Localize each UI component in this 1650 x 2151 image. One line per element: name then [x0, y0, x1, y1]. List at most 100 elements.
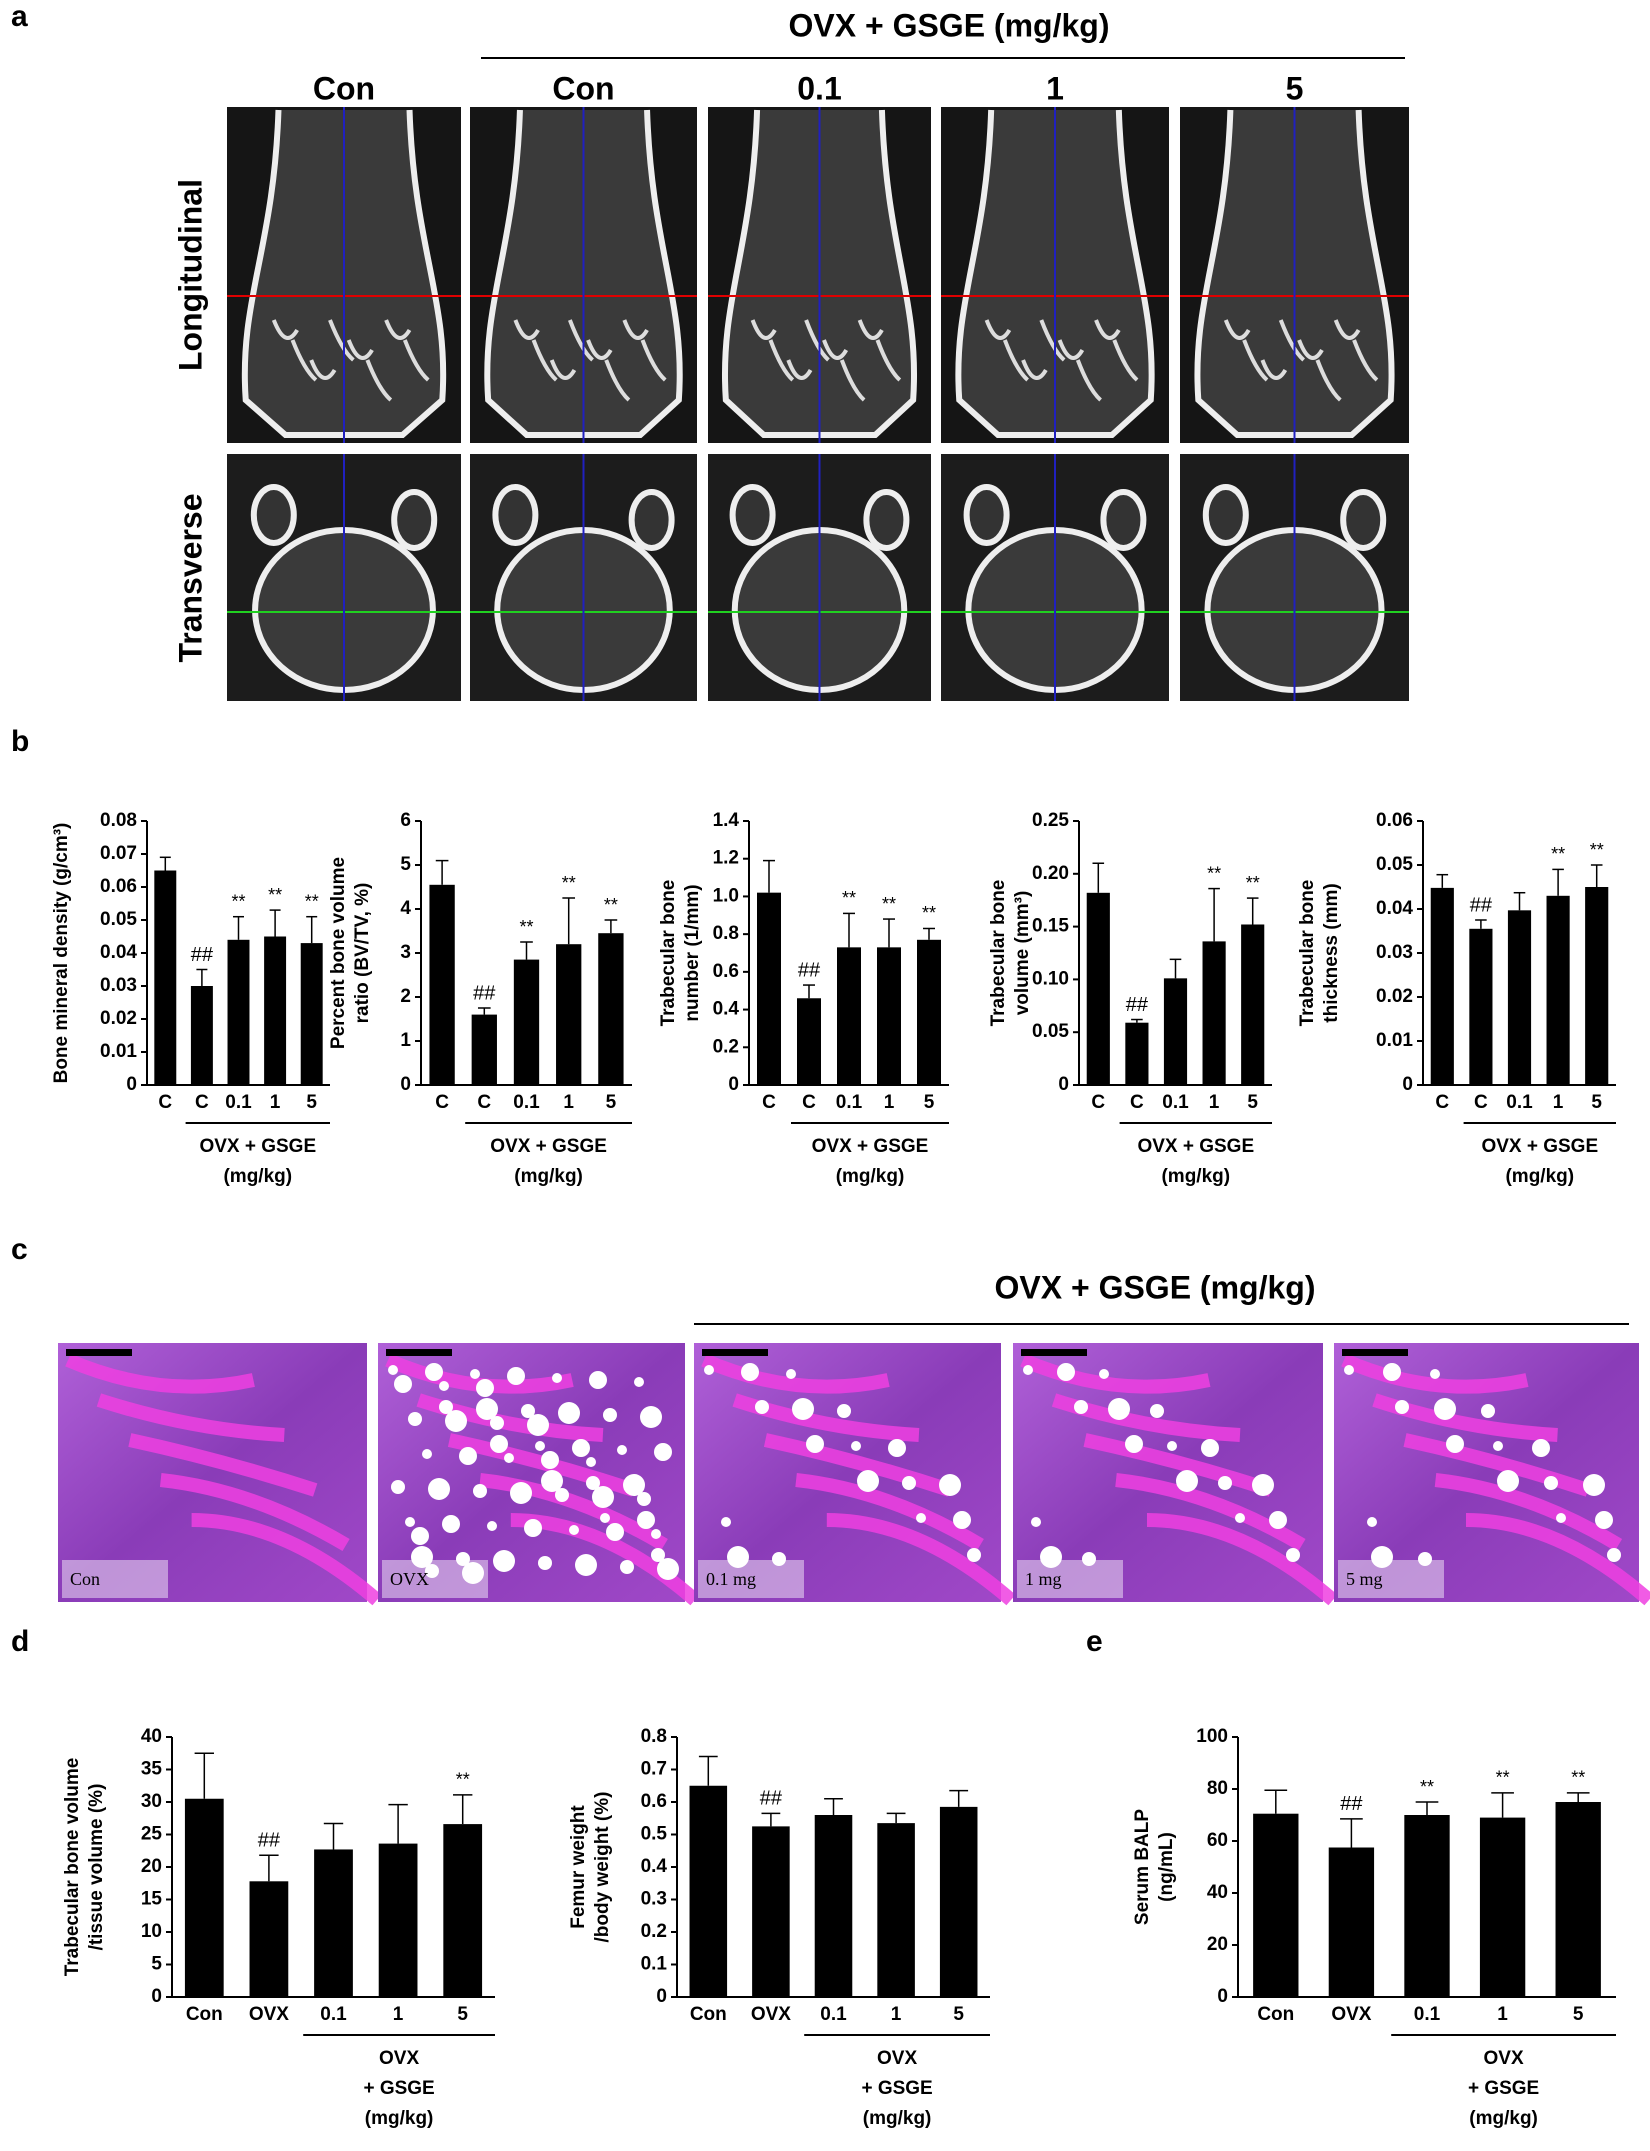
x-tick-label: 5 [1591, 1092, 1602, 1113]
adipocyte [1430, 1369, 1440, 1379]
adipocyte [620, 1560, 634, 1574]
y-tick-label: 5 [400, 854, 411, 875]
bar [1241, 924, 1265, 1085]
x-tick-label: 1 [270, 1092, 281, 1113]
column-label: Con [313, 70, 375, 106]
group-label: OVX [877, 2048, 917, 2069]
adipocyte [586, 1476, 600, 1490]
trabecula [96, 1393, 285, 1442]
bar-chart: 0 0.2 0.4 0.6 0.8 1.0 1.2 1.4 Trabecular bone num… [658, 810, 949, 1187]
adipocyte [1418, 1552, 1432, 1566]
trabecula [1002, 339, 1030, 382]
x-tick-label: 0.1 [1414, 2004, 1441, 2025]
adipocyte [792, 1398, 814, 1420]
trabecula [1333, 319, 1361, 340]
group-label: OVX [1484, 2048, 1524, 2069]
y-tick-label: 6 [400, 810, 411, 831]
y-tick-label: 0.03 [100, 975, 137, 996]
bar-chart: 0 0.01 0.02 0.03 0.04 0.05 0.06 Trabecular bone… [1297, 810, 1616, 1187]
trabecula [549, 359, 577, 380]
panel-header: OVX + GSGE (mg/kg) [995, 1269, 1316, 1305]
adipocyte [967, 1548, 981, 1562]
y-tick-label: 0.1 [641, 1954, 668, 1975]
patella-right [1100, 489, 1147, 551]
y-tick-label: 0.5 [641, 1824, 668, 1845]
adipocyte [617, 1445, 627, 1455]
bar [227, 939, 250, 1085]
adipocyte [603, 1408, 617, 1422]
y-tick-label: 40 [1207, 1882, 1228, 1903]
micro-ct-longitudinal [1180, 107, 1409, 443]
y-tick-label: 10 [141, 1921, 162, 1942]
trabecula [128, 1433, 318, 1497]
bar [1253, 1813, 1299, 1997]
x-tick-label: 5 [306, 1092, 317, 1113]
y-axis-label: /tissue volume (%) [86, 1784, 107, 1951]
y-tick-label: 0 [151, 1986, 162, 2007]
adipocyte [445, 1410, 467, 1432]
x-tick-label: 1 [1209, 1092, 1220, 1113]
adipocyte [521, 1404, 535, 1418]
y-axis-label: thickness (mm) [1321, 883, 1342, 1022]
y-axis-label: volume (mm³) [1012, 891, 1033, 1016]
y-axis-label: /body weight (%) [592, 1792, 613, 1943]
y-tick-label: 2 [400, 986, 411, 1007]
trabecula [402, 339, 430, 382]
adipocyte [1583, 1474, 1605, 1496]
y-tick-label: 100 [1196, 1726, 1228, 1747]
bar [314, 1849, 353, 1997]
y-axis-label: Bone mineral density (g/cm³) [51, 823, 72, 1084]
significance-mark: ## [760, 1788, 783, 1810]
trabecula [1341, 1353, 1529, 1394]
significance-mark: ## [798, 959, 821, 981]
x-tick-label: 0.1 [513, 1092, 540, 1113]
adipocyte [600, 1513, 610, 1523]
trabecula [346, 339, 374, 360]
adipocyte [888, 1439, 906, 1457]
group-label: + GSGE [1468, 2078, 1539, 2099]
trabecula [786, 359, 813, 380]
trabecula [384, 319, 412, 340]
trabecula [1352, 339, 1379, 382]
significance-mark: ** [1420, 1777, 1434, 1797]
adipocyte [1371, 1546, 1393, 1568]
significance-mark: ** [1246, 873, 1260, 893]
y-tick-label: 3 [400, 942, 411, 963]
y-tick-label: 0.25 [1032, 810, 1069, 831]
x-tick-label: 5 [924, 1092, 935, 1113]
adipocyte [473, 1484, 487, 1498]
bar [249, 1881, 289, 1997]
y-tick-label: 25 [141, 1824, 163, 1845]
adipocyte [651, 1548, 665, 1562]
y-tick-label: 35 [141, 1759, 163, 1780]
adipocyte [1201, 1439, 1219, 1457]
y-tick-label: 60 [1207, 1830, 1228, 1851]
adipocyte [1125, 1435, 1143, 1453]
adipocyte [786, 1369, 796, 1379]
adipocyte [623, 1474, 645, 1496]
adipocyte [541, 1470, 563, 1492]
adipocyte [1074, 1400, 1088, 1414]
adipocyte [606, 1523, 624, 1541]
x-tick-label: C [1435, 1092, 1449, 1113]
x-tick-label: 1 [884, 1092, 895, 1113]
adipocyte [953, 1511, 971, 1529]
patella-right [391, 489, 438, 551]
x-tick-label: 0.1 [225, 1092, 252, 1113]
significance-mark: ** [231, 891, 245, 911]
y-tick-label: 1.4 [713, 810, 740, 831]
panel-header: OVX + GSGE (mg/kg) [789, 7, 1110, 43]
bar [429, 884, 455, 1085]
y-tick-label: 0.4 [713, 999, 740, 1020]
adipocyte [490, 1416, 504, 1430]
label-box [62, 1560, 168, 1598]
x-tick-label: 0.1 [1162, 1092, 1189, 1113]
x-tick-label: C [1091, 1092, 1105, 1113]
y-tick-label: 0 [656, 1986, 667, 2007]
adipocyte [442, 1515, 460, 1533]
adipocyte [1252, 1474, 1274, 1496]
adipocyte [1446, 1435, 1464, 1453]
trabecula [826, 1513, 1016, 1606]
adipocyte [425, 1363, 443, 1381]
group-label: OVX + GSGE [1137, 1136, 1254, 1157]
